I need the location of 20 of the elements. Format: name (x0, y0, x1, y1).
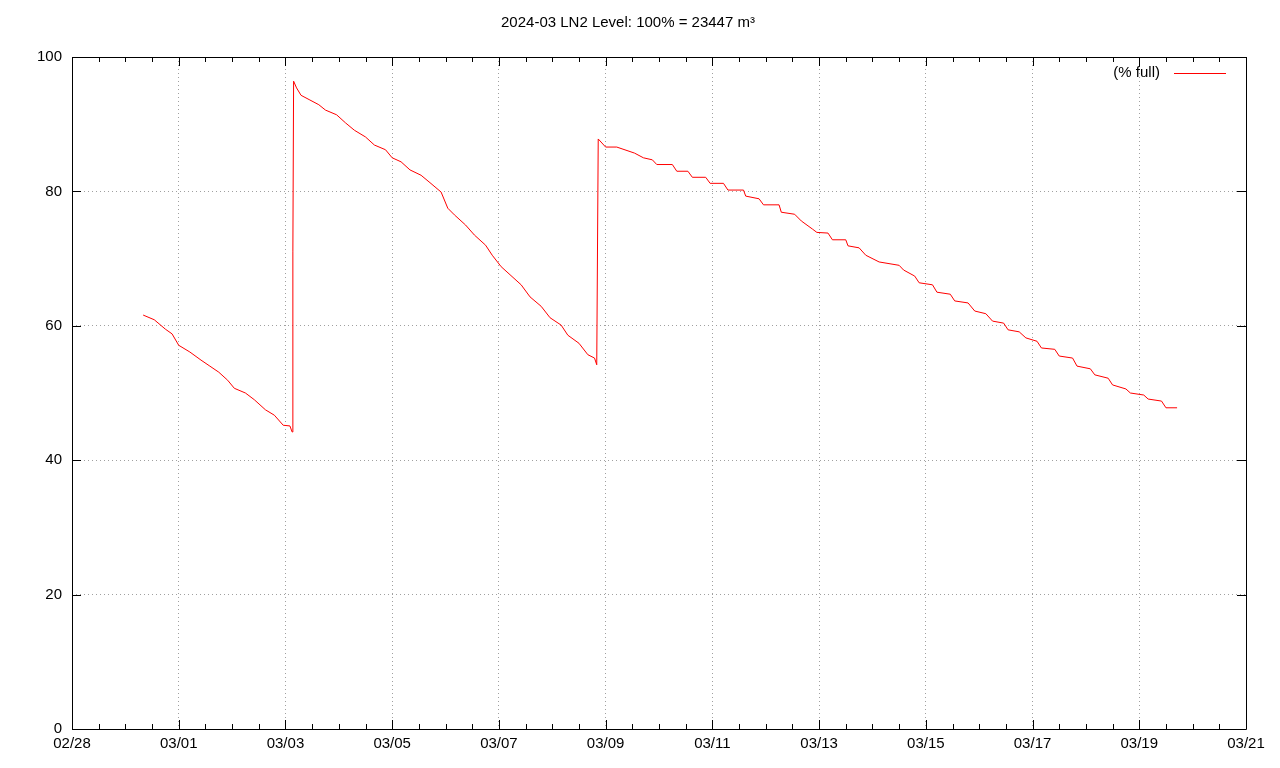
x-tick-label: 03/15 (907, 734, 945, 752)
x-tick-label: 02/28 (53, 734, 91, 752)
y-tick-label: 40 (45, 450, 62, 468)
y-tick-label: 60 (45, 315, 62, 333)
x-tick-label: 03/03 (266, 734, 305, 752)
y-tick-label: 20 (45, 584, 62, 602)
x-tick-label: 03/09 (586, 734, 625, 752)
x-tick-label: 03/13 (800, 734, 838, 752)
x-tick-label: 03/07 (480, 734, 518, 752)
y-tick-label: 100 (36, 47, 62, 65)
x-tick-label: 03/21 (1227, 734, 1265, 752)
legend-label: (% full) (1113, 63, 1160, 81)
x-tick-label: 03/05 (373, 734, 411, 752)
x-tick-label: 03/19 (1120, 734, 1159, 752)
y-tick-label: 0 (53, 719, 62, 737)
y-tick-label: 80 (45, 181, 62, 199)
x-tick-label: 03/17 (1013, 734, 1052, 752)
x-tick-label: 03/01 (159, 734, 198, 752)
x-tick-label: 03/11 (694, 734, 731, 752)
chart-title: 2024-03 LN2 Level: 100% = 23447 m³ (501, 13, 755, 31)
